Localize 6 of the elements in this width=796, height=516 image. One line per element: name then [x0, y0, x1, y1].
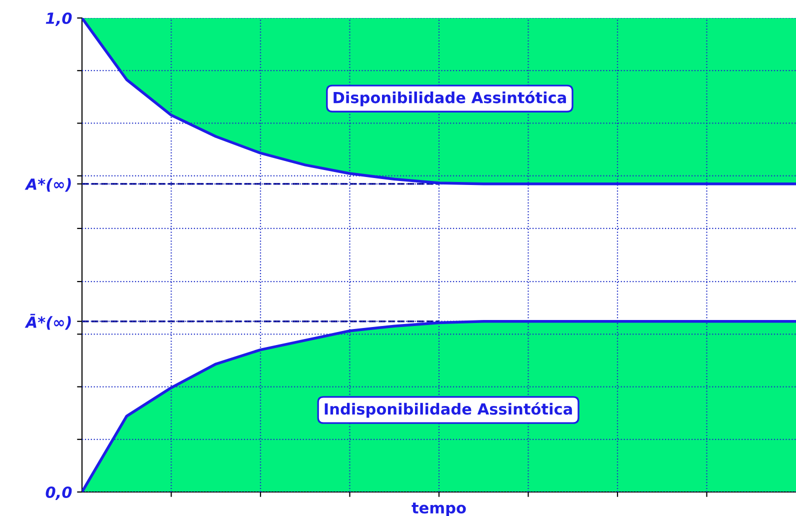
annotation: Indisponibilidade Assintótica — [324, 402, 572, 418]
y-tick-label: A*(∞) — [24, 178, 71, 192]
y-tick-label: Ā*(∞) — [24, 314, 71, 330]
y-tick-label: 1,0 — [46, 12, 72, 26]
y-tick-label: 0,0 — [46, 486, 72, 500]
annotation: Disponibilidade Assintótica — [334, 90, 566, 106]
